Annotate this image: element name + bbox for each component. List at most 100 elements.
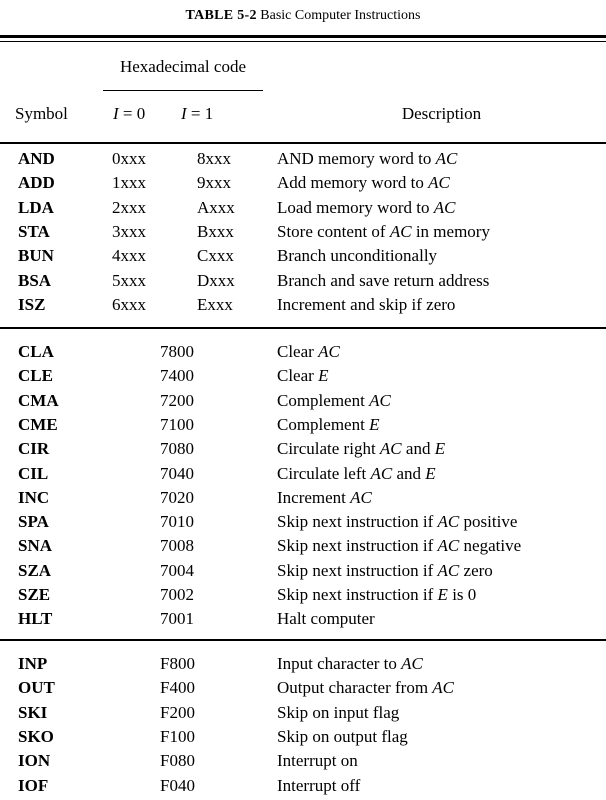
hex-code: F100 xyxy=(160,726,195,746)
hex-code-i1: 9xxx xyxy=(197,173,231,193)
hex-code-i0: 0xxx xyxy=(112,149,146,168)
symbol-header: Symbol xyxy=(15,104,68,123)
hex-code: F040 xyxy=(160,775,195,795)
instruction-description: Skip next instruction if AC negative xyxy=(277,536,522,556)
table-row: SKI F200 Skip on input flag xyxy=(0,702,606,726)
hex-code: 7080 xyxy=(160,439,194,459)
hex-code-i0: 5xxx xyxy=(112,270,146,290)
hex-code: 7100 xyxy=(160,414,194,434)
instruction-symbol: LDA xyxy=(18,197,54,217)
table-row: SZE 7002 Skip next instruction if E is 0 xyxy=(0,584,606,608)
table-caption: TABLE 5-2 Basic Computer Instructions xyxy=(0,8,606,24)
instruction-symbol: BUN xyxy=(18,246,54,266)
instruction-symbol: ISZ xyxy=(18,294,46,314)
instruction-symbol: ION xyxy=(18,751,51,771)
instruction-description: Skip on output flag xyxy=(277,726,408,746)
hex-code: 7040 xyxy=(160,463,194,483)
table-row: ADD 1xxx 9xxx Add memory word to AC xyxy=(0,172,606,196)
instruction-description: Load memory word to AC xyxy=(277,197,456,217)
hex-code-i1: Axxx xyxy=(197,197,235,217)
hex-code: F200 xyxy=(160,702,195,722)
table-row: CLE 7400 Clear E xyxy=(0,365,606,389)
instruction-description: Store content of AC in memory xyxy=(277,221,490,241)
instruction-symbol: ADD xyxy=(18,173,55,193)
hex-code-i0: 1xxx xyxy=(112,173,146,193)
instruction-description: Clear E xyxy=(277,366,329,386)
i0-header: I = 0 xyxy=(113,104,146,123)
hex-code-i0: 2xxx xyxy=(112,197,146,217)
hex-code: 7800 xyxy=(160,342,194,361)
instruction-symbol: BSA xyxy=(18,270,52,290)
table-row: SPA 7010 Skip next instruction if AC posit… xyxy=(0,511,606,535)
instruction-symbol: STA xyxy=(18,221,50,241)
hex-code: F800 xyxy=(160,654,195,673)
instruction-description: Circulate left AC and E xyxy=(277,463,436,483)
hex-code: 7004 xyxy=(160,560,194,580)
hex-code: F400 xyxy=(160,678,195,698)
instruction-symbol: SZE xyxy=(18,585,51,604)
hex-code-i1: Exxx xyxy=(197,294,233,314)
hex-code-i0: 4xxx xyxy=(112,246,146,266)
instruction-description: Interrupt off xyxy=(277,775,361,795)
instruction-symbol: SPA xyxy=(18,512,49,532)
table-number: TABLE 5-2 xyxy=(185,8,257,23)
instruction-symbol: SZA xyxy=(18,560,52,580)
table-row: SZA 7004 Skip next instruction if AC zero xyxy=(0,560,606,584)
instruction-symbol: CME xyxy=(18,414,58,434)
i1-header: I = 1 xyxy=(181,104,214,123)
instruction-description: Skip next instruction if AC zero xyxy=(277,560,493,580)
table-row: AND 0xxx 8xxx AND memory word to AC xyxy=(0,148,606,172)
table-row: STA 3xxx Bxxx Store content of AC in memory xyxy=(0,221,606,245)
table-row: SNA 7008 Skip next instruction if AC negat… xyxy=(0,535,606,559)
table-row: INC 7020 Increment AC xyxy=(0,487,606,511)
instruction-description: Increment and skip if zero xyxy=(277,294,456,314)
hex-code: 7200 xyxy=(160,390,194,410)
hex-header-underline xyxy=(103,90,263,91)
hex-code: 7002 xyxy=(160,585,194,604)
instruction-description: Complement E xyxy=(277,414,380,434)
table-row: BSA 5xxx Dxxx Branch and save return addres… xyxy=(0,270,606,294)
table-row: BUN 4xxx Cxxx Branch unconditionally xyxy=(0,245,606,269)
instruction-description: Complement AC xyxy=(277,390,391,410)
hex-code-i0: 6xxx xyxy=(112,294,146,314)
table-row: CME 7100 Complement E xyxy=(0,414,606,438)
instruction-description: Branch unconditionally xyxy=(277,246,438,266)
hex-code-i1: Dxxx xyxy=(197,270,235,290)
table-row: INP F800 Input character to AC xyxy=(0,653,606,677)
top-rule-thin xyxy=(0,41,606,42)
instruction-description: Increment AC xyxy=(277,487,372,507)
hex-code-i1: 8xxx xyxy=(197,149,231,168)
table-row: ION F080 Interrupt on xyxy=(0,750,606,774)
instruction-symbol: OUT xyxy=(18,678,55,698)
description-header: Description xyxy=(401,104,482,123)
table-row: OUT F400 Output character from AC xyxy=(0,677,606,701)
instruction-description: Interrupt on xyxy=(277,751,358,771)
instruction-description: Halt computer xyxy=(277,609,375,629)
table-row: ISZ 6xxx Exxx Increment and skip if zero xyxy=(0,294,606,318)
instruction-description: Branch and save return address xyxy=(277,270,490,290)
instruction-symbol: CMA xyxy=(18,390,59,410)
table-row: CIR 7080 Circulate right AC and E xyxy=(0,438,606,462)
table-row: HLT 7001 Halt computer xyxy=(0,608,606,632)
instruction-symbol: CLE xyxy=(18,366,53,386)
instruction-symbol: SKO xyxy=(18,726,54,746)
instruction-description: Add memory word to AC xyxy=(277,173,450,193)
hex-code-i1: Cxxx xyxy=(197,246,234,266)
instruction-description: Circulate right AC and E xyxy=(277,439,446,459)
top-rule-thick xyxy=(0,35,606,38)
instruction-symbol: INC xyxy=(18,487,50,507)
table-row: IOF F040 Interrupt off xyxy=(0,775,606,799)
hex-code-i0: 3xxx xyxy=(112,221,146,241)
hex-code: 7400 xyxy=(160,366,194,386)
group-divider-2 xyxy=(0,639,606,641)
hex-code: 7010 xyxy=(160,512,194,532)
instruction-description: Clear AC xyxy=(277,342,340,361)
header-rule xyxy=(0,142,606,144)
table-title: Basic Computer Instructions xyxy=(260,8,421,23)
instruction-symbol: IOF xyxy=(18,775,49,795)
table-row: CMA 7200 Complement AC xyxy=(0,390,606,414)
instruction-symbol: CIR xyxy=(18,439,50,459)
hex-code: 7020 xyxy=(160,487,194,507)
instruction-description: Skip next instruction if AC positive xyxy=(277,512,518,532)
table-row: LDA 2xxx Axxx Load memory word to AC xyxy=(0,197,606,221)
